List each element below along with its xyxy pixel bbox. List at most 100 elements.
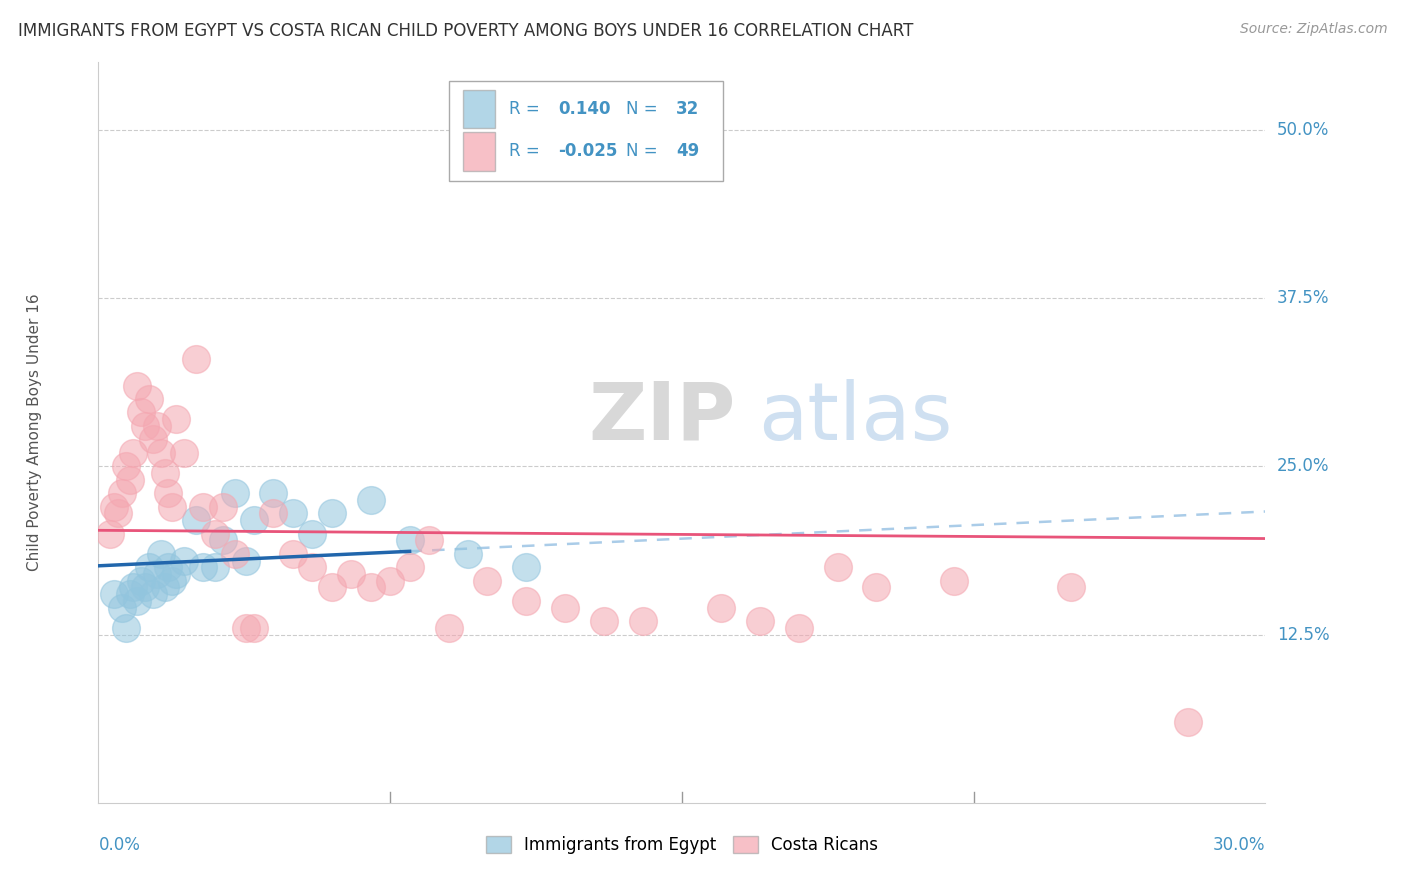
Point	[98, 526, 121, 541]
Point	[321, 507, 343, 521]
Point	[153, 581, 176, 595]
Point	[111, 486, 134, 500]
Point	[1060, 581, 1083, 595]
Point	[103, 587, 125, 601]
Point	[235, 553, 257, 567]
Point	[418, 533, 440, 548]
Point	[204, 526, 226, 541]
Bar	[463, 132, 495, 170]
Point	[631, 614, 654, 628]
Point	[162, 500, 184, 514]
Point	[262, 486, 284, 500]
Point	[157, 560, 180, 574]
Point	[114, 459, 136, 474]
Point	[134, 581, 156, 595]
Point	[787, 621, 810, 635]
Point	[184, 351, 207, 366]
Point	[193, 560, 215, 574]
Text: 0.140: 0.140	[558, 100, 610, 118]
Point	[193, 500, 215, 514]
Point	[149, 547, 172, 561]
Point	[114, 621, 136, 635]
Point	[127, 594, 149, 608]
Point	[173, 553, 195, 567]
Point	[162, 574, 184, 588]
Point	[477, 574, 499, 588]
Text: IMMIGRANTS FROM EGYPT VS COSTA RICAN CHILD POVERTY AMONG BOYS UNDER 16 CORRELATI: IMMIGRANTS FROM EGYPT VS COSTA RICAN CHI…	[18, 22, 914, 40]
Point	[142, 433, 165, 447]
Point	[554, 600, 576, 615]
Text: 12.5%: 12.5%	[1277, 625, 1330, 643]
Point	[398, 560, 420, 574]
Point	[515, 594, 537, 608]
Text: N =: N =	[626, 143, 658, 161]
Point	[301, 560, 323, 574]
Text: 49: 49	[676, 143, 699, 161]
Point	[129, 405, 152, 419]
Point	[212, 500, 235, 514]
Point	[235, 621, 257, 635]
Text: 0.0%: 0.0%	[98, 837, 141, 855]
Text: ZIP: ZIP	[589, 379, 735, 457]
Point	[111, 600, 134, 615]
Point	[301, 526, 323, 541]
Point	[138, 560, 160, 574]
Point	[118, 587, 141, 601]
Point	[173, 446, 195, 460]
Text: Source: ZipAtlas.com: Source: ZipAtlas.com	[1240, 22, 1388, 37]
Text: 50.0%: 50.0%	[1277, 120, 1330, 139]
Text: R =: R =	[509, 100, 540, 118]
Text: R =: R =	[509, 143, 540, 161]
Point	[340, 566, 363, 581]
Point	[129, 574, 152, 588]
Point	[224, 486, 246, 500]
Text: 25.0%: 25.0%	[1277, 458, 1330, 475]
Text: 32: 32	[676, 100, 699, 118]
Bar	[463, 90, 495, 128]
Point	[281, 507, 304, 521]
Text: 37.5%: 37.5%	[1277, 289, 1330, 307]
Point	[138, 392, 160, 406]
Point	[748, 614, 770, 628]
Point	[281, 547, 304, 561]
Point	[865, 581, 887, 595]
Point	[243, 513, 266, 527]
Point	[146, 418, 169, 433]
Text: 30.0%: 30.0%	[1213, 837, 1265, 855]
Point	[398, 533, 420, 548]
Point	[122, 446, 145, 460]
Text: Child Poverty Among Boys Under 16: Child Poverty Among Boys Under 16	[27, 293, 42, 572]
Point	[184, 513, 207, 527]
Point	[165, 412, 187, 426]
Point	[107, 507, 129, 521]
Text: N =: N =	[626, 100, 658, 118]
Text: -0.025: -0.025	[558, 143, 617, 161]
Point	[157, 486, 180, 500]
Point	[380, 574, 402, 588]
Point	[437, 621, 460, 635]
Point	[204, 560, 226, 574]
Point	[457, 547, 479, 561]
Point	[153, 466, 176, 480]
Point	[122, 581, 145, 595]
Point	[118, 473, 141, 487]
Point	[827, 560, 849, 574]
Point	[134, 418, 156, 433]
Point	[142, 587, 165, 601]
Point	[224, 547, 246, 561]
Point	[149, 446, 172, 460]
Point	[146, 566, 169, 581]
Point	[360, 492, 382, 507]
Point	[262, 507, 284, 521]
Point	[321, 581, 343, 595]
Point	[212, 533, 235, 548]
Point	[593, 614, 616, 628]
Bar	[449, 81, 723, 181]
Point	[127, 378, 149, 392]
Point	[1177, 714, 1199, 729]
Point	[165, 566, 187, 581]
Point	[103, 500, 125, 514]
Legend: Immigrants from Egypt, Costa Ricans: Immigrants from Egypt, Costa Ricans	[479, 830, 884, 861]
Point	[360, 581, 382, 595]
Point	[710, 600, 733, 615]
